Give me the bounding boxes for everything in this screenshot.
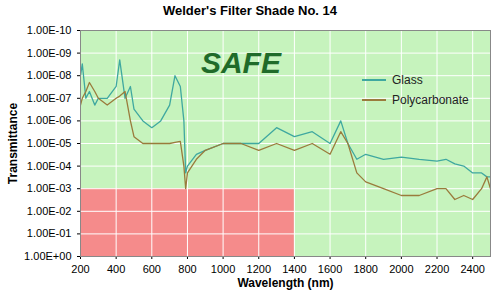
svg-text:1.00E-05: 1.00E-05 — [27, 137, 72, 149]
svg-text:1.00E-04: 1.00E-04 — [27, 160, 72, 172]
svg-text:1800: 1800 — [353, 263, 377, 275]
svg-text:1.00E-01: 1.00E-01 — [27, 227, 72, 239]
svg-text:1.00E-02: 1.00E-02 — [27, 205, 72, 217]
svg-text:2000: 2000 — [389, 263, 413, 275]
svg-text:1200: 1200 — [247, 263, 271, 275]
svg-text:1600: 1600 — [318, 263, 342, 275]
svg-text:1.00E-06: 1.00E-06 — [27, 114, 72, 126]
svg-text:200: 200 — [71, 263, 89, 275]
svg-text:1400: 1400 — [282, 263, 306, 275]
svg-text:Wavelength (nm): Wavelength (nm) — [237, 276, 333, 290]
svg-text:1.00E+00: 1.00E+00 — [24, 250, 71, 262]
svg-text:2200: 2200 — [425, 263, 449, 275]
html-text:Glass: Glass — [392, 73, 423, 87]
svg-text:1.00E-07: 1.00E-07 — [27, 92, 72, 104]
svg-text:400: 400 — [107, 263, 125, 275]
svg-text:1.00E-08: 1.00E-08 — [27, 69, 72, 81]
svg-text:SAFE: SAFE — [201, 46, 282, 79]
svg-text:1.00E-10: 1.00E-10 — [27, 24, 72, 36]
svg-text:800: 800 — [178, 263, 196, 275]
svg-text:600: 600 — [143, 263, 161, 275]
svg-text:1.00E-03: 1.00E-03 — [27, 182, 72, 194]
svg-text:1000: 1000 — [211, 263, 235, 275]
svg-text:Transmittance: Transmittance — [6, 102, 20, 184]
html-text:Welder's Filter Shade No. 14: Welder's Filter Shade No. 14 — [163, 3, 337, 18]
svg-text:2400: 2400 — [460, 263, 484, 275]
svg-text:1.00E-09: 1.00E-09 — [27, 47, 72, 59]
html-text:Polycarbonate: Polycarbonate — [392, 93, 469, 107]
